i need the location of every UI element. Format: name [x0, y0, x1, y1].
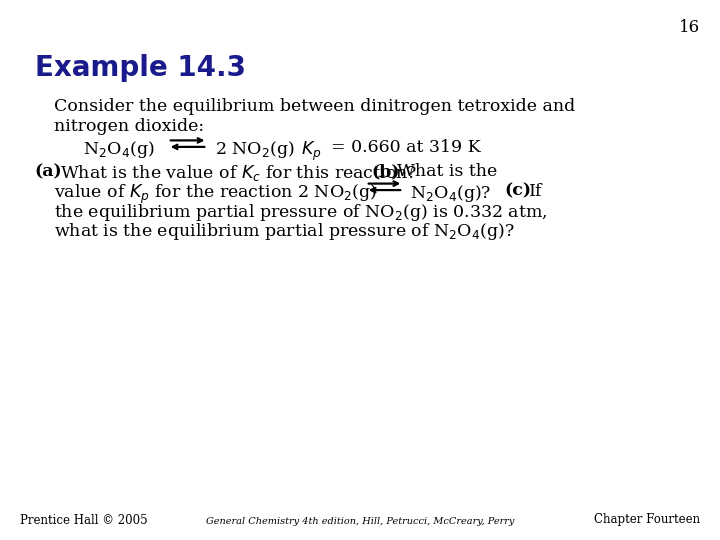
Text: Consider the equilibrium between dinitrogen tetroxide and: Consider the equilibrium between dinitro…: [54, 98, 575, 115]
Text: nitrogen dioxide:: nitrogen dioxide:: [54, 118, 204, 134]
Text: If: If: [529, 183, 543, 199]
Text: 16: 16: [679, 19, 700, 36]
Text: what is the equilibrium partial pressure of N$_2$O$_4$(g)?: what is the equilibrium partial pressure…: [54, 221, 515, 242]
Text: What is the value of $K_c$ for this reaction?: What is the value of $K_c$ for this reac…: [60, 163, 417, 183]
Text: $K_p$: $K_p$: [301, 139, 322, 163]
Text: Chapter Fourteen: Chapter Fourteen: [594, 514, 700, 526]
Text: (c): (c): [504, 183, 531, 199]
Text: the equilibrium partial pressure of NO$_2$(g) is 0.332 atm,: the equilibrium partial pressure of NO$_…: [54, 202, 547, 223]
Text: Prentice Hall © 2005: Prentice Hall © 2005: [20, 514, 148, 526]
Text: N$_2$O$_4$(g)?: N$_2$O$_4$(g)?: [410, 183, 492, 204]
Text: (b): (b): [372, 163, 400, 180]
Text: Example 14.3: Example 14.3: [35, 54, 246, 82]
Text: = 0.660 at 319 K: = 0.660 at 319 K: [331, 139, 481, 156]
Text: General Chemistry 4th edition, Hill, Petrucci, McCreary, Perry: General Chemistry 4th edition, Hill, Pet…: [206, 517, 514, 526]
Text: N$_2$O$_4$(g): N$_2$O$_4$(g): [83, 139, 154, 160]
Text: What is the: What is the: [397, 163, 497, 180]
Text: 2 NO$_2$(g): 2 NO$_2$(g): [215, 139, 294, 160]
Text: value of $K_p$ for the reaction 2 NO$_2$(g): value of $K_p$ for the reaction 2 NO$_2$…: [54, 183, 377, 206]
Text: (a): (a): [35, 163, 62, 180]
